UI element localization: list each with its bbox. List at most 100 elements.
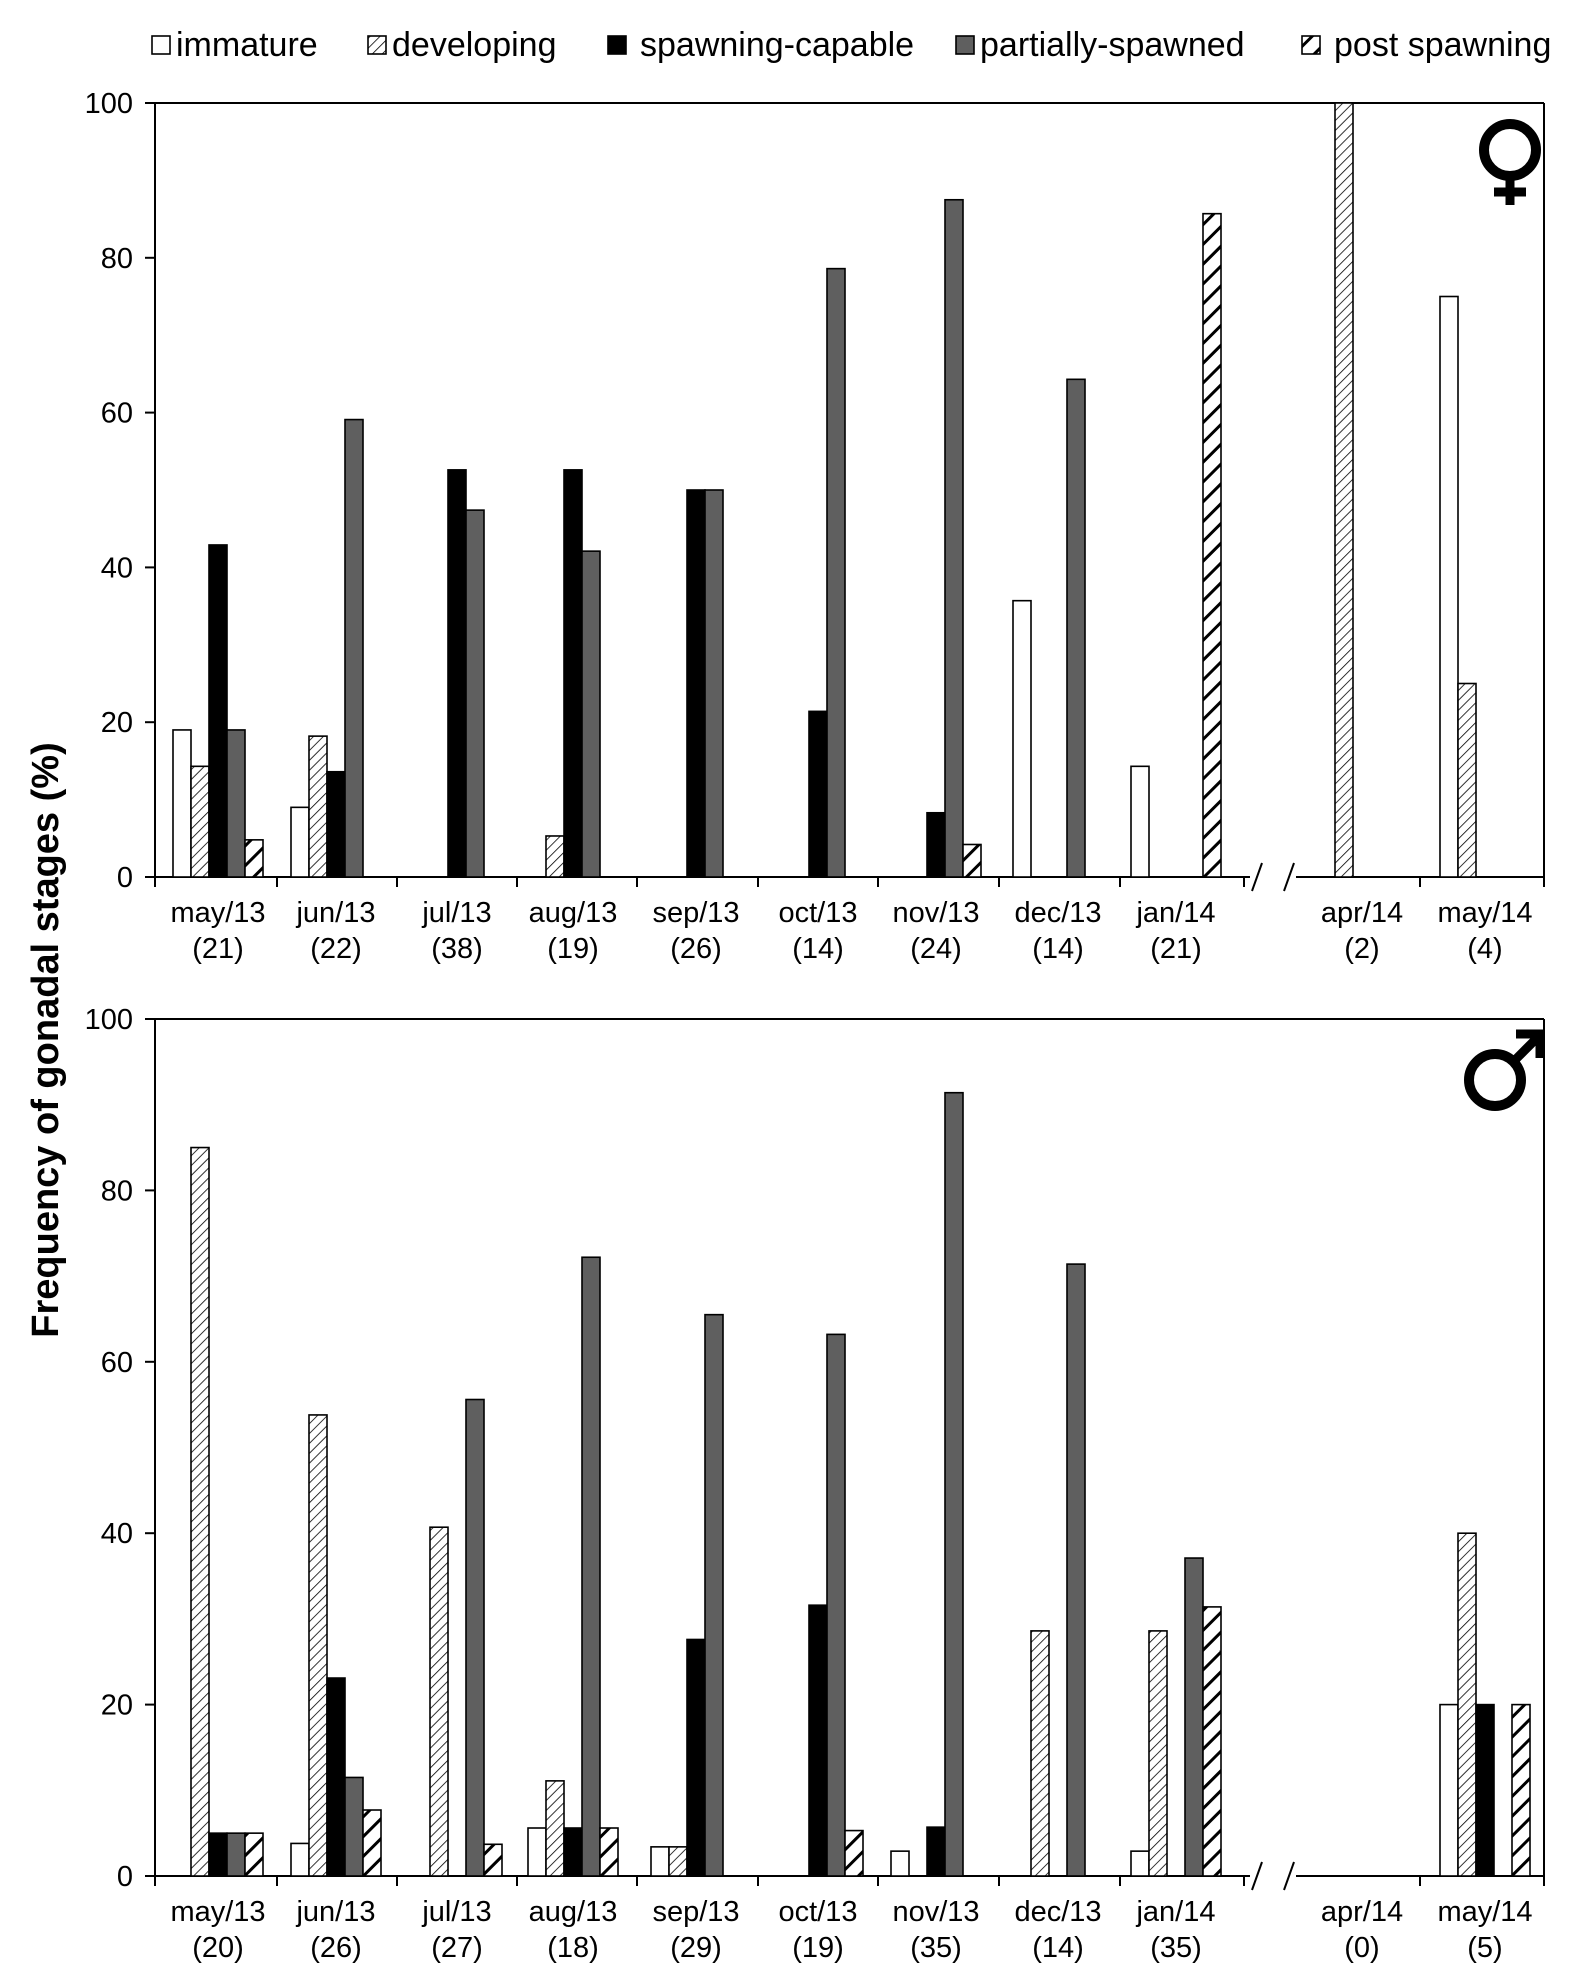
legend: immature developing spawning-capable par… [151,26,1551,64]
sample-size-label: (2) [1344,933,1379,965]
sample-size-label: (21) [192,933,244,965]
bar-developing-aug-13 [545,1780,565,1877]
bar-immature-jun-13 [290,806,310,878]
sample-size-label: (29) [670,1932,722,1964]
bar-partially-spawned-jun-13 [344,418,364,878]
legend-swatch-developing [367,35,387,55]
axis-break-mark [1283,1861,1295,1891]
bar-post-spawning-oct-13 [844,1829,864,1877]
sample-size-label: (26) [670,933,722,965]
bar-developing-may-13 [190,765,210,878]
bar-immature-jun-13 [290,1842,310,1877]
y-tick-label: 40 [101,1518,133,1550]
bar-post-spawning-nov-13 [962,843,982,878]
y-tick-label: 60 [101,1347,133,1379]
bar-spawning-capable-oct-13 [808,1604,828,1877]
bar-developing-jan-14 [1148,1630,1168,1877]
bar-partially-spawned-aug-13 [581,550,601,878]
sample-size-label: (21) [1150,933,1202,965]
x-tick-label: may/13 [170,897,265,929]
legend-swatch-spawning-capable [607,35,627,55]
bar-post-spawning-jan-14 [1202,212,1222,878]
sample-size-label: (24) [910,933,962,965]
y-tick-label: 100 [85,1004,133,1036]
legend-swatch-post-spawning [1301,35,1321,55]
bar-partially-spawned-may-13 [226,729,246,878]
sample-size-label: (14) [1032,1932,1084,1964]
x-tick-label: may/14 [1437,1896,1532,1928]
bar-partially-spawned-nov-13 [944,1091,964,1877]
bar-spawning-capable-aug-13 [563,469,583,878]
bar-spawning-capable-nov-13 [926,811,946,878]
bar-partially-spawned-jul-13 [465,1398,485,1877]
y-tick-label: 0 [117,862,133,894]
legend-label-immature: immature [176,26,318,64]
x-tick-label: may/14 [1437,897,1532,929]
bar-partially-spawned-aug-13 [581,1256,601,1877]
x-tick-label: sep/13 [652,1896,739,1928]
bar-post-spawning-aug-13 [599,1827,619,1877]
x-tick-label: jun/13 [295,897,375,929]
x-tick-label: nov/13 [892,897,979,929]
bar-developing-may-13 [190,1146,210,1877]
bar-partially-spawned-sep-13 [704,489,724,878]
x-tick-label: apr/14 [1321,1896,1403,1928]
bar-developing-may-14 [1457,682,1477,878]
sample-size-label: (35) [1150,1932,1202,1964]
sample-size-label: (19) [792,1932,844,1964]
legend-swatch-immature [151,35,171,55]
bar-post-spawning-may-13 [244,839,264,878]
bar-immature-jan-14 [1130,1850,1150,1877]
bar-developing-jun-13 [308,1414,328,1877]
legend-item-immature: immature [151,26,318,64]
legend-label-partially-spawned: partially-spawned [980,26,1245,64]
sample-size-label: (22) [310,933,362,965]
bar-spawning-capable-may-13 [208,1832,228,1877]
y-tick-label: 80 [101,1175,133,1207]
bar-developing-sep-13 [668,1846,688,1877]
bar-developing-may-14 [1457,1532,1477,1877]
sample-size-label: (38) [431,933,483,965]
chart-panel-female: 0 20 40 60 80 100 may/13 (21) jun/13 (22) jul/13 (3… [85,88,1545,965]
x-tick-label: aug/13 [529,897,618,929]
axis-break-mark [1251,862,1263,892]
bar-spawning-capable-jun-13 [326,1677,346,1877]
legend-item-developing: developing [367,26,556,64]
y-tick-label: 40 [101,552,133,584]
bar-developing-jun-13 [308,735,328,878]
axis-break-mark [1283,862,1295,892]
bar-immature-dec-13 [1012,599,1032,878]
bar-developing-jul-13 [429,1526,449,1877]
x-tick-label: jul/13 [421,1896,491,1928]
sample-size-label: (0) [1344,1932,1379,1964]
bar-post-spawning-jun-13 [362,1809,382,1877]
bar-spawning-capable-may-14 [1475,1703,1495,1877]
legend-label-developing: developing [392,26,556,64]
bar-immature-may-14 [1439,295,1459,878]
sample-size-label: (14) [1032,933,1084,965]
bar-developing-dec-13 [1030,1630,1050,1877]
y-tick-label: 0 [117,1861,133,1893]
x-tick-label: aug/13 [529,1896,618,1928]
female-symbol-icon [1479,119,1541,205]
y-tick-label: 80 [101,243,133,275]
bar-spawning-capable-aug-13 [563,1827,583,1877]
bar-post-spawning-jan-14 [1202,1606,1222,1877]
bar-partially-spawned-nov-13 [944,198,964,878]
x-tick-label: sep/13 [652,897,739,929]
bar-immature-may-13 [172,729,192,878]
bar-partially-spawned-sep-13 [704,1313,724,1877]
legend-label-spawning-capable: spawning-capable [640,26,914,64]
axis-break-mark [1251,1861,1263,1891]
x-tick-label: nov/13 [892,1896,979,1928]
bar-immature-sep-13 [650,1846,670,1877]
bar-partially-spawned-jan-14 [1184,1557,1204,1877]
bar-partially-spawned-may-13 [226,1832,246,1877]
bar-partially-spawned-oct-13 [826,1333,846,1877]
bar-spawning-capable-nov-13 [926,1826,946,1877]
sample-size-label: (18) [547,1932,599,1964]
x-tick-label: dec/13 [1014,897,1101,929]
bar-partially-spawned-jul-13 [465,509,485,878]
bar-spawning-capable-jun-13 [326,770,346,878]
